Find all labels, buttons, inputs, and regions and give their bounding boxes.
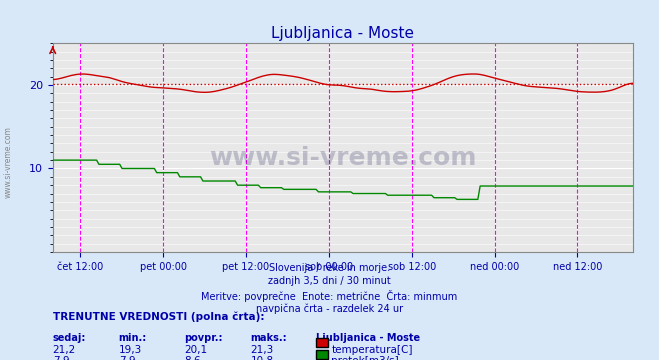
Text: Ljubljanica - Moste: Ljubljanica - Moste [316,333,420,343]
Text: 20,1: 20,1 [185,345,208,355]
Title: Ljubljanica - Moste: Ljubljanica - Moste [272,26,414,41]
Text: www.si-vreme.com: www.si-vreme.com [3,126,13,198]
Text: Slovenija / reke in morje.: Slovenija / reke in morje. [269,263,390,273]
Text: povpr.:: povpr.: [185,333,223,343]
Text: min.:: min.: [119,333,147,343]
Text: zadnjh 3,5 dni / 30 minut: zadnjh 3,5 dni / 30 minut [268,276,391,287]
Text: Meritve: povprečne  Enote: metrične  Črta: minmum: Meritve: povprečne Enote: metrične Črta:… [202,290,457,302]
Text: 7,9: 7,9 [119,356,135,360]
Text: maks.:: maks.: [250,333,287,343]
Text: navpična črta - razdelek 24 ur: navpična črta - razdelek 24 ur [256,304,403,314]
Text: 21,3: 21,3 [250,345,273,355]
Text: sedaj:: sedaj: [53,333,86,343]
Text: 21,2: 21,2 [53,345,76,355]
Text: TRENUTNE VREDNOSTI (polna črta):: TRENUTNE VREDNOSTI (polna črta): [53,312,264,322]
Text: temperatura[C]: temperatura[C] [331,345,413,355]
Text: 10,8: 10,8 [250,356,273,360]
Text: www.si-vreme.com: www.si-vreme.com [209,146,476,170]
Text: 8,6: 8,6 [185,356,201,360]
Text: 19,3: 19,3 [119,345,142,355]
Text: pretok[m3/s]: pretok[m3/s] [331,356,399,360]
Text: 7,9: 7,9 [53,356,69,360]
